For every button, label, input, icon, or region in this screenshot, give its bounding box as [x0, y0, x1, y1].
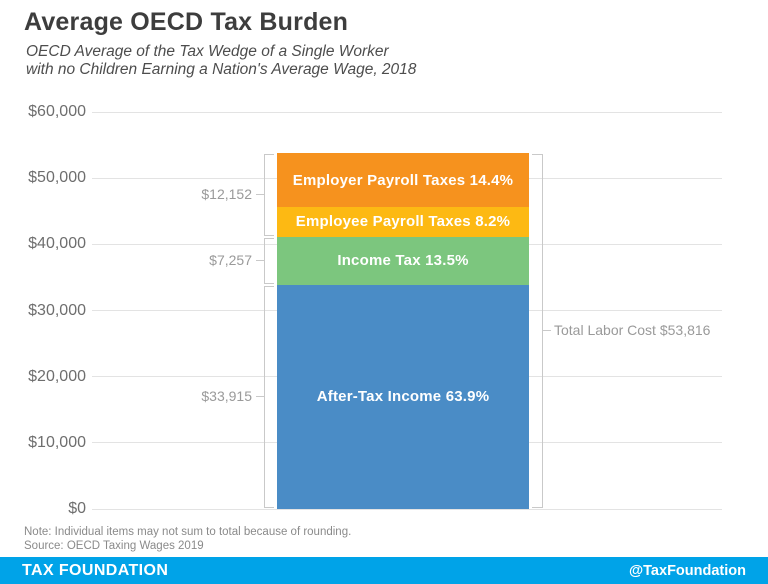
- page-subtitle-line2: with no Children Earning a Nation's Aver…: [26, 61, 417, 78]
- y-axis-tick-label: $50,000: [28, 169, 86, 187]
- bracket-tick-top-total-labor-cost: [532, 153, 542, 155]
- y-axis-tick-label: $40,000: [28, 235, 86, 253]
- bracket-tick-center-total-labor-cost: [543, 330, 551, 332]
- footer-bar: TAX FOUNDATION @TaxFoundation: [0, 557, 768, 584]
- gridline-60000: [92, 111, 722, 113]
- y-axis-tick-label: $20,000: [28, 367, 86, 385]
- bracket-tick-bottom-after-tax-income-amount: [264, 507, 274, 508]
- y-axis-tick-label: $0: [68, 500, 86, 517]
- bracket-line-total-labor-cost: [542, 153, 543, 508]
- bracket-value-label-total-labor-cost: Total Labor Cost $53,816: [554, 321, 711, 338]
- footer-twitter-handle: @TaxFoundation: [629, 562, 746, 579]
- page-title: Average OECD Tax Burden: [24, 8, 349, 36]
- bracket-value-label-after-tax-income-amount: $33,915: [201, 387, 252, 404]
- bar-segment-employee-payroll-taxes: Employee Payroll Taxes 8.2%: [277, 207, 529, 237]
- footer-brand: TAX FOUNDATION: [22, 561, 169, 579]
- bracket-value-label-payroll-taxes-total: $12,152: [201, 185, 252, 202]
- bracket-tick-center-payroll-taxes-total: [256, 194, 264, 196]
- page-subtitle-line1: OECD Average of the Tax Wedge of a Singl…: [26, 43, 389, 60]
- y-axis-tick-label: $60,000: [28, 103, 86, 120]
- bracket-line-after-tax-income-amount: [264, 285, 265, 508]
- chart-note: Note: Individual items may not sum to to…: [24, 526, 352, 538]
- bar-segment-label-employee-payroll-taxes: Employee Payroll Taxes 8.2%: [295, 213, 511, 231]
- y-axis-tick-label: $30,000: [28, 301, 86, 319]
- y-axis-tick-label: $10,000: [28, 433, 86, 451]
- bracket-tick-top-after-tax-income-amount: [264, 285, 274, 287]
- chart-source: Source: OECD Taxing Wages 2019: [24, 540, 204, 552]
- bracket-line-payroll-taxes-total: [264, 153, 265, 236]
- bracket-tick-center-income-tax-amount: [256, 260, 264, 262]
- bar-segment-label-after-tax-income: After-Tax Income 63.9%: [316, 388, 490, 406]
- page-subtitle: OECD Average of the Tax Wedge of a Singl…: [26, 43, 416, 79]
- bar-segment-label-employer-payroll-taxes: Employer Payroll Taxes 14.4%: [292, 171, 514, 189]
- bar-segment-label-income-tax: Income Tax 13.5%: [337, 252, 469, 270]
- bracket-tick-center-after-tax-income-amount: [256, 396, 264, 398]
- bracket-tick-bottom-total-labor-cost: [532, 507, 542, 508]
- bracket-line-income-tax-amount: [264, 237, 265, 284]
- gridline-0: [92, 508, 722, 510]
- bracket-tick-top-payroll-taxes-total: [264, 153, 274, 155]
- bar-segment-after-tax-income: After-Tax Income 63.9%: [277, 284, 529, 509]
- bracket-tick-bottom-income-tax-amount: [264, 282, 274, 284]
- bracket-tick-top-income-tax-amount: [264, 237, 274, 239]
- bar-segment-employer-payroll-taxes: Employer Payroll Taxes 14.4%: [277, 152, 529, 208]
- bar-segment-income-tax: Income Tax 13.5%: [277, 236, 529, 285]
- bracket-tick-bottom-payroll-taxes-total: [264, 234, 274, 236]
- bracket-value-label-income-tax-amount: $7,257: [209, 251, 252, 268]
